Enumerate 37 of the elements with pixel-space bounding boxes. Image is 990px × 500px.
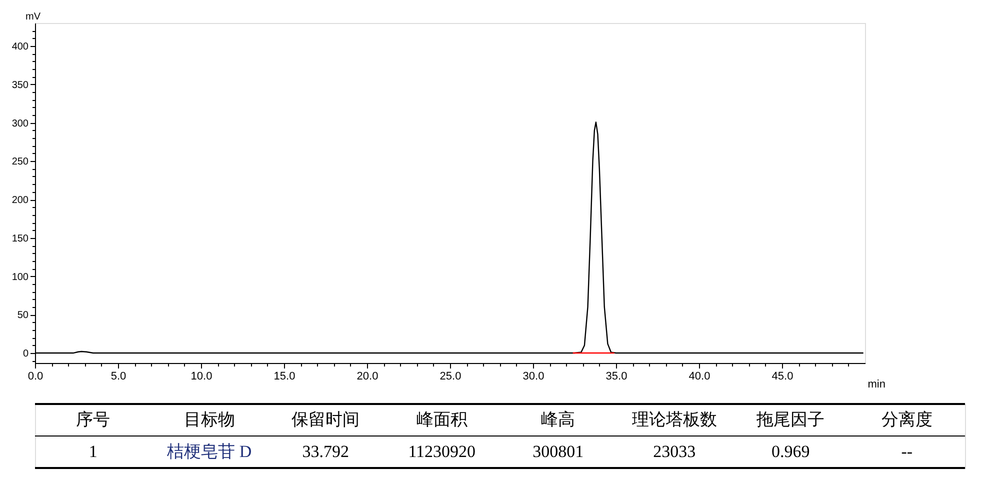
text: 分离度 — [881, 410, 932, 429]
text: 11230920 — [408, 442, 476, 461]
text: 桔梗皂苷 D — [166, 442, 252, 461]
text: -- — [901, 442, 913, 461]
x-tick-label: 40.0 — [688, 370, 710, 382]
text: 目标物 — [184, 410, 235, 429]
x-tick-label: 0.0 — [28, 370, 44, 382]
text: 33.792 — [302, 442, 349, 461]
x-tick-label: 5.0 — [110, 370, 126, 382]
text: 序号 — [76, 410, 110, 429]
x-tick-label: 10.0 — [190, 370, 212, 382]
text: 峰高 — [541, 410, 576, 429]
y-tick-label: 400 — [12, 42, 29, 53]
text: 23033 — [653, 442, 696, 461]
text: 300801 — [532, 442, 584, 461]
y-axis-title: mV — [26, 12, 41, 22]
y-tick-label: 150 — [12, 233, 29, 244]
x-axis-title: min — [868, 378, 886, 390]
x-tick-label: 20.0 — [356, 370, 378, 382]
text: 0.969 — [772, 442, 810, 461]
text: 保留时间 — [292, 410, 360, 429]
y-tick-label: 50 — [17, 310, 29, 322]
y-tick-label: 300 — [12, 118, 29, 130]
y-tick-label: 200 — [12, 195, 29, 206]
text: 峰面积 — [416, 410, 468, 429]
x-tick-label: 30.0 — [522, 370, 544, 382]
x-tick-label: 15.0 — [274, 370, 296, 382]
y-tick-label: 0 — [22, 348, 29, 360]
text: 理论塔板数 — [632, 410, 717, 429]
y-tick-label: 250 — [12, 156, 29, 168]
text: 1 — [88, 442, 98, 461]
x-tick-label: 25.0 — [440, 370, 462, 382]
y-tick-label: 100 — [12, 272, 29, 283]
y-tick-label: 350 — [12, 80, 29, 91]
x-tick-label: 45.0 — [772, 370, 794, 382]
text: 拖尾因子 — [756, 410, 825, 429]
x-tick-label: 35.0 — [606, 370, 628, 382]
